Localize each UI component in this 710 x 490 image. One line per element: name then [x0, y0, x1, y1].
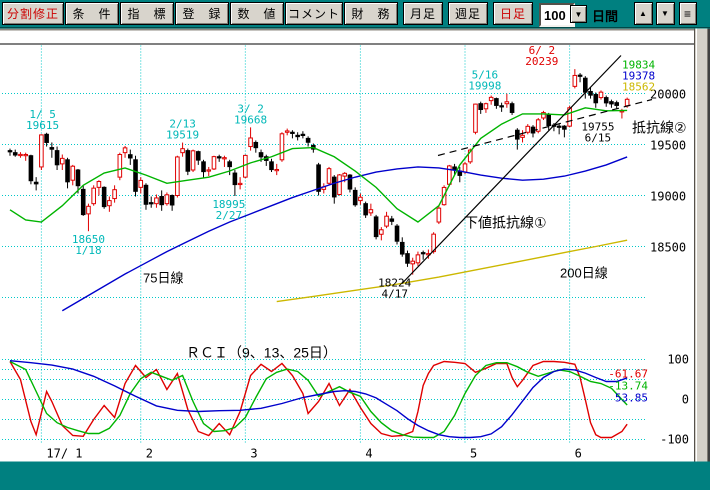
svg-text:19834: 19834: [622, 59, 655, 72]
register-button[interactable]: 登 録: [175, 2, 229, 25]
toolbar: 分割修正 条 件 指 標 登 録 数 値 コメント 財 務 月足 週足 日足 1…: [0, 0, 710, 28]
svg-text:18650: 18650: [72, 233, 105, 246]
daily-chart-button[interactable]: 日足: [493, 2, 533, 25]
rci-25: [9, 360, 628, 439]
trend-line-2: [437, 98, 653, 157]
svg-text:4/17: 4/17: [381, 288, 408, 301]
svg-text:6/15: 6/15: [585, 131, 612, 144]
svg-text:ＲＣＩ（9、13、25日）: ＲＣＩ（9、13、25日）: [186, 345, 337, 361]
date-from-field[interactable]: 2016年12月22日: [2, 31, 137, 55]
svg-text:100: 100: [667, 353, 689, 367]
svg-text:200日線: 200日線: [560, 266, 608, 281]
svg-text:0: 0: [682, 393, 689, 407]
svg-text:17/ 1: 17/ 1: [46, 447, 82, 461]
svg-text:18224: 18224: [378, 277, 411, 290]
comment-button[interactable]: コメント: [285, 2, 343, 25]
svg-text:2/13: 2/13: [169, 118, 196, 131]
svg-text:19998: 19998: [468, 80, 501, 93]
window-right-frame: [694, 28, 710, 462]
date-to-field[interactable]: 2017年 6月16日: [160, 31, 297, 55]
svg-text:19519: 19519: [166, 129, 199, 142]
weekly-chart-button[interactable]: 週足: [448, 2, 488, 25]
values-button[interactable]: 数 値: [230, 2, 284, 25]
split-adjust-button[interactable]: 分割修正: [2, 2, 64, 25]
svg-text:53.85: 53.85: [615, 392, 648, 405]
empty-field-2[interactable]: [486, 31, 518, 55]
svg-text:下値抵抗線①: 下値抵抗線①: [464, 215, 547, 231]
monthly-chart-button[interactable]: 月足: [403, 2, 443, 25]
currency-select[interactable]: 円: [352, 31, 402, 55]
svg-text:6: 6: [575, 447, 582, 461]
svg-text:3/ 2: 3/ 2: [237, 102, 264, 115]
svg-text:20239: 20239: [525, 55, 558, 68]
indicator-button[interactable]: 指 標: [120, 2, 174, 25]
ma-long-200: [276, 239, 628, 303]
rci-13: [9, 360, 628, 439]
chart-panel: 20000 19500 19000 18500 100 0 -100 17/ 1 2 3 4 5 6 1/…: [0, 28, 710, 490]
financials-button[interactable]: 財 務: [344, 2, 398, 25]
svg-text:18500: 18500: [650, 241, 686, 255]
back-button[interactable]: 戻る: [520, 31, 564, 53]
scroll-down-button[interactable]: ▼: [656, 2, 675, 25]
svg-text:19755: 19755: [581, 120, 614, 133]
svg-text:75日線: 75日線: [143, 271, 183, 286]
svg-text:-13.74: -13.74: [608, 380, 648, 393]
condition-button[interactable]: 条 件: [65, 2, 119, 25]
volume-unit-label: 十万株: [295, 31, 349, 53]
svg-text:抵抗線②: 抵抗線②: [632, 120, 687, 136]
svg-text:2/27: 2/27: [216, 209, 243, 222]
scroll-up-button[interactable]: ▲: [634, 2, 653, 25]
period-input[interactable]: 100: [539, 3, 575, 27]
candlesticks: [7, 69, 630, 275]
svg-text:2: 2: [146, 447, 153, 461]
svg-text:20000: 20000: [650, 88, 686, 102]
svg-text:18562: 18562: [622, 81, 655, 94]
svg-text:19000: 19000: [650, 190, 686, 204]
svg-text:1/18: 1/18: [75, 244, 102, 257]
svg-text:-61.67: -61.67: [608, 368, 648, 381]
svg-text:5: 5: [470, 447, 477, 461]
stock-code: 101: [578, 36, 599, 50]
svg-text:1/ 5: 1/ 5: [29, 108, 56, 121]
tilde-label: ~: [140, 35, 148, 50]
svg-text:5/16: 5/16: [472, 69, 499, 82]
ma-short-25: [9, 107, 628, 223]
menu-button[interactable]: ≡: [679, 2, 697, 25]
period-unit-label: 日間: [592, 9, 619, 24]
period-dropdown-arrow-icon[interactable]: ▼: [570, 5, 587, 23]
index-label: 指数: [420, 37, 445, 51]
range-bar: 2016年12月22日 ~ 2017年 6月16日 十万株 円 ▼ 指数 戻る …: [0, 28, 710, 57]
currency-dropdown-arrow-icon[interactable]: ▼: [398, 34, 415, 52]
svg-text:19500: 19500: [650, 139, 686, 153]
ma-mid-75: [61, 156, 628, 312]
code-field[interactable]: | 101: [570, 31, 614, 55]
stock-name-field[interactable]: 日経平均: [610, 31, 710, 55]
trend-line-1: [401, 55, 622, 284]
svg-text:3: 3: [250, 447, 257, 461]
svg-text:19615: 19615: [26, 119, 59, 132]
svg-text:4: 4: [365, 447, 372, 461]
rci-9: [9, 360, 628, 439]
svg-text:-100: -100: [660, 433, 689, 447]
grid-lines: [2, 45, 646, 443]
svg-text:19668: 19668: [234, 113, 267, 126]
svg-text:19378: 19378: [622, 70, 655, 83]
empty-field-1[interactable]: [452, 31, 490, 55]
svg-text:18995: 18995: [212, 198, 245, 211]
